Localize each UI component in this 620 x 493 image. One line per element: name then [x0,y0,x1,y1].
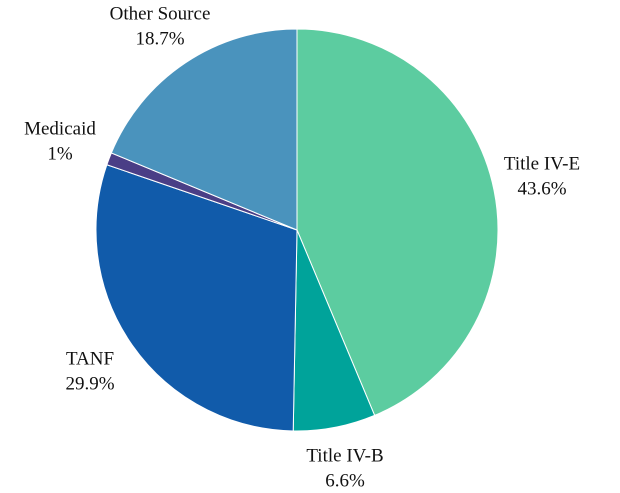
slice-value-label: 43.6% [517,178,566,199]
slice-value-label: 29.9% [65,373,114,394]
slice-label: TANF [66,348,114,369]
slice-label: Title IV-E [504,153,580,174]
slice-value-label: 18.7% [135,28,184,49]
slice-label: Other Source [110,3,211,24]
slice-label: Title IV-B [306,445,383,466]
pie-slice [296,28,499,417]
slice-value-label: 1% [47,143,73,164]
pie-slice [110,28,298,231]
pie-slice [95,164,298,432]
slice-value-label: 6.6% [325,470,365,491]
slice-label: Medicaid [24,118,96,139]
